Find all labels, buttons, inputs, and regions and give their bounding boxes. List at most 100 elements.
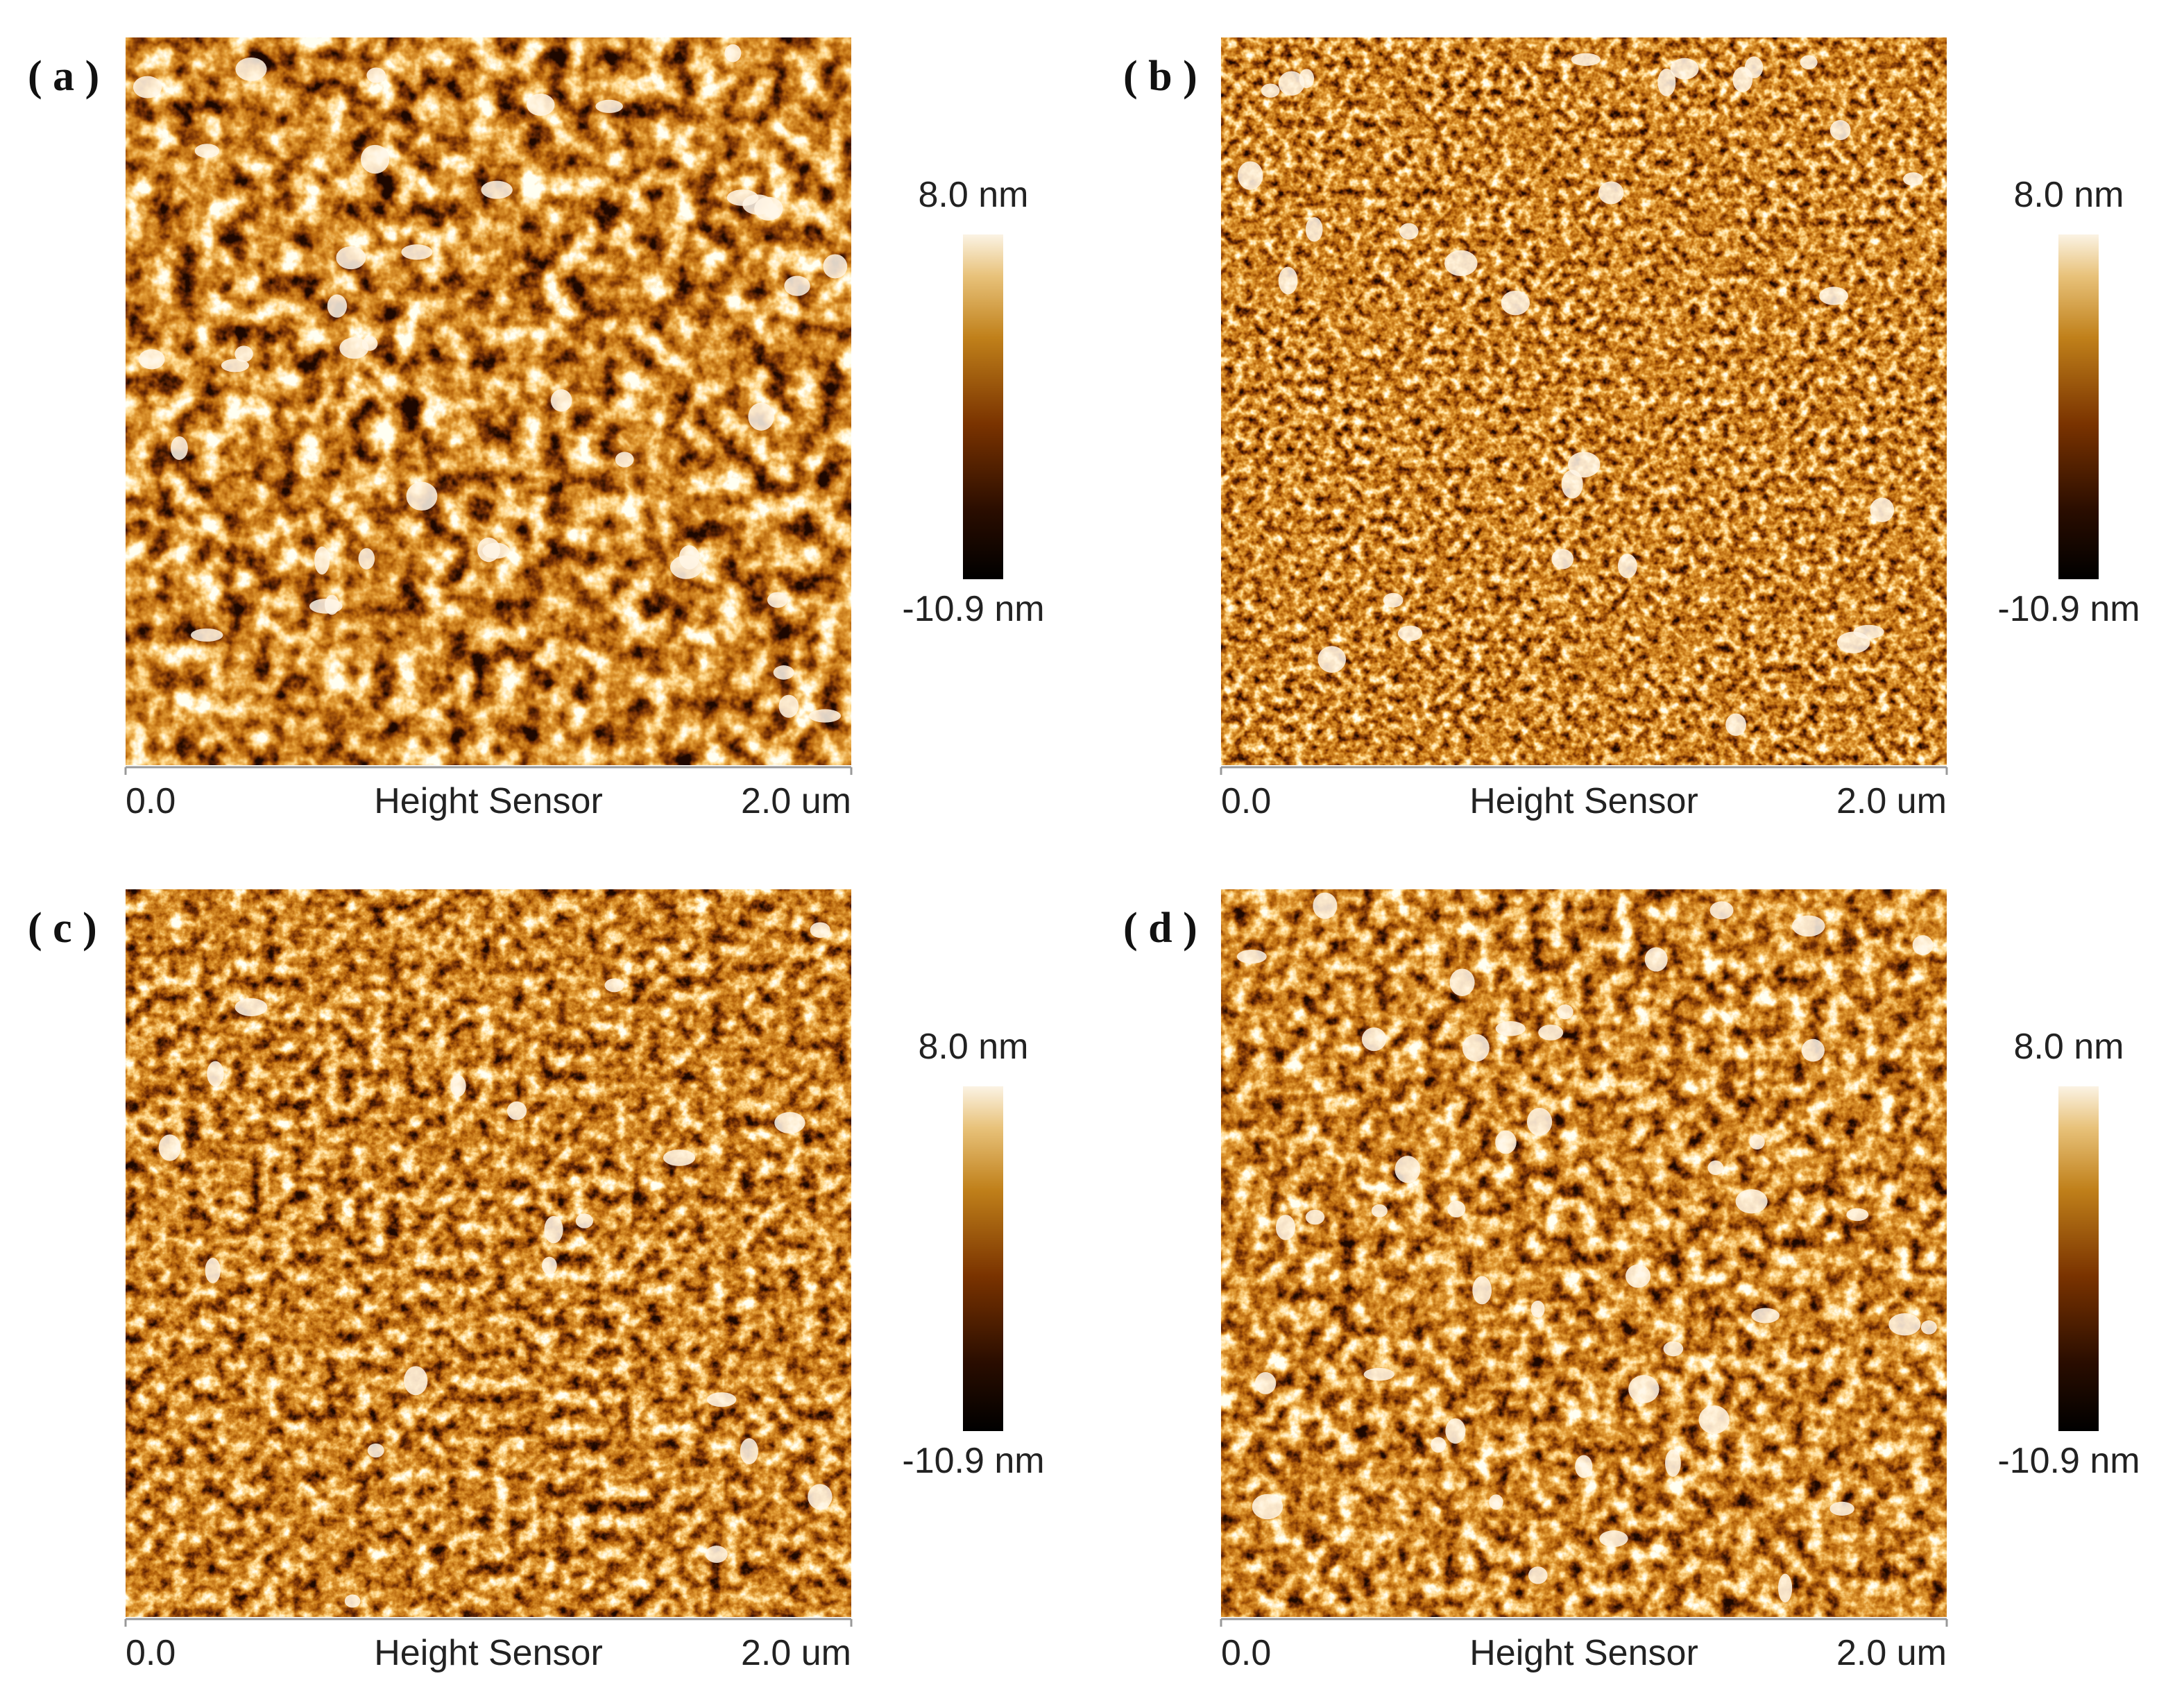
x-axis-label: Height Sensor: [1469, 781, 1698, 821]
grain: [1495, 1021, 1526, 1036]
x-end-label: 2.0 um: [1836, 1633, 1947, 1673]
afm-image: [1221, 889, 1947, 1617]
grain: [705, 1546, 728, 1563]
grain: [808, 1484, 833, 1510]
grain: [1447, 1200, 1466, 1218]
grain: [404, 1366, 428, 1396]
x-start-label: 0.0: [126, 1633, 176, 1673]
grain: [1725, 713, 1746, 736]
grain: [767, 592, 788, 608]
grain: [1800, 55, 1818, 69]
panel: ( c ) 0.0 Height Sensor 2.0 um 8.0 nm -10.9 n…: [28, 889, 1045, 1673]
grain: [1751, 1308, 1780, 1324]
grain: [481, 180, 513, 199]
x-start-label: 0.0: [1221, 1633, 1271, 1673]
x-end-label: 2.0 um: [741, 781, 851, 821]
grain: [1819, 286, 1848, 305]
colorbar-max-label: 8.0 nm: [2014, 175, 2124, 215]
grain: [1528, 1566, 1548, 1584]
grain: [170, 436, 188, 460]
panel: ( a ) 0.0 Height Sensor 2.0 um 8.0 nm -10.9 n…: [28, 37, 1045, 821]
grain: [679, 545, 700, 570]
afm-image: [1221, 37, 1947, 765]
grain: [450, 1075, 466, 1097]
grain: [1749, 1134, 1765, 1150]
grain: [1663, 1341, 1684, 1357]
grain: [740, 1438, 758, 1464]
grain: [754, 196, 783, 221]
panel: ( d ) 0.0 Height Sensor 2.0 um 8.0 nm -10.9 n…: [1123, 889, 2140, 1673]
colorbar: [2058, 1086, 2099, 1431]
colorbar-max-label: 8.0 nm: [2014, 1027, 2124, 1067]
grain: [1313, 892, 1338, 919]
grain: [550, 389, 572, 412]
grain: [604, 978, 624, 993]
grain: [1252, 1494, 1283, 1520]
grain: [748, 402, 774, 431]
colorbar-min-label: -10.9 nm: [902, 1441, 1044, 1481]
grain: [1462, 1034, 1490, 1062]
grain: [506, 1101, 527, 1120]
grain: [1305, 216, 1323, 242]
grain: [1278, 71, 1305, 96]
colorbar-max-label: 8.0 nm: [919, 175, 1029, 215]
grain: [1598, 181, 1624, 205]
grain: [1707, 1160, 1724, 1175]
x-start-label: 0.0: [126, 781, 176, 821]
grain: [1551, 549, 1574, 570]
grain: [1399, 223, 1419, 240]
afm-image: [126, 889, 851, 1617]
grain: [133, 76, 162, 99]
grain: [366, 67, 386, 83]
panel-label: ( c ): [28, 905, 97, 952]
grain: [234, 998, 268, 1016]
grain: [724, 44, 742, 62]
grain: [194, 144, 220, 158]
colorbar: [963, 234, 1003, 579]
grain: [1644, 947, 1668, 972]
grain: [314, 546, 330, 575]
grain: [339, 337, 369, 359]
grain: [190, 628, 223, 642]
grain: [1449, 968, 1475, 996]
grain: [1501, 290, 1530, 316]
grain: [138, 349, 165, 370]
grain: [1571, 53, 1601, 67]
afm-image: [126, 37, 851, 765]
grain: [1472, 1276, 1492, 1305]
grain: [1599, 1530, 1628, 1548]
grain: [327, 294, 348, 318]
grain: [1912, 935, 1934, 955]
grain: [595, 99, 623, 113]
grain: [158, 1134, 181, 1161]
grain: [406, 481, 438, 511]
colorbar-max-label: 8.0 nm: [919, 1027, 1029, 1067]
colorbar-min-label: -10.9 nm: [902, 589, 1044, 629]
panel-label: ( b ): [1123, 53, 1197, 100]
grain: [477, 537, 500, 563]
grain: [1275, 1215, 1296, 1240]
grain: [1744, 56, 1764, 78]
grain: [810, 922, 830, 939]
colorbar: [2058, 234, 2099, 579]
grain: [1626, 1264, 1651, 1288]
grain: [401, 244, 433, 260]
grain: [360, 144, 390, 174]
grain: [221, 359, 250, 373]
grain: [1698, 1405, 1730, 1435]
grain: [1567, 452, 1601, 478]
grain: [1526, 1107, 1553, 1136]
grain: [207, 1061, 224, 1087]
panel: ( b ) 0.0 Height Sensor 2.0 um 8.0 nm -10.9 n…: [1123, 37, 2140, 821]
panel-label: ( a ): [28, 53, 99, 100]
grain: [1444, 250, 1478, 277]
grain: [344, 1594, 361, 1608]
grain: [615, 452, 634, 468]
grain: [1397, 625, 1423, 642]
colorbar-min-label: -10.9 nm: [1997, 1441, 2140, 1481]
grain: [778, 694, 799, 718]
grain: [1383, 592, 1404, 608]
grain: [1237, 161, 1263, 190]
